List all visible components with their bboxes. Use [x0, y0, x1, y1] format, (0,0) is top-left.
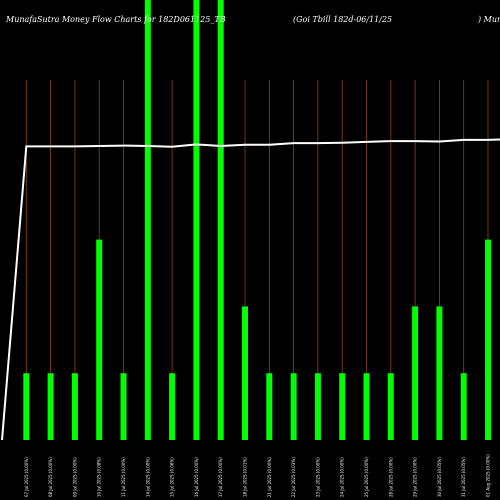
- bar: [314, 373, 321, 440]
- x-tick-label: 16 Jul 2025 (0.00%): [194, 457, 199, 497]
- bar: [193, 0, 200, 440]
- x-tick-label: 18 Jul 2025 (0.01%): [243, 457, 248, 497]
- x-tick-label: 14 Jul 2025 (0.00%): [145, 457, 150, 497]
- chart-title-right: ) Munafa: [477, 15, 500, 24]
- bar: [96, 239, 103, 440]
- bar: [47, 373, 54, 440]
- x-tick-label: 07 Jul 2025 (0.00%): [24, 457, 29, 497]
- bar: [217, 0, 224, 440]
- x-tick-label: 17 Jul 2025 (0.00%): [218, 457, 223, 497]
- bar: [460, 373, 467, 440]
- x-tick-label: 01 Aug 2025 (0.00%): [486, 454, 491, 497]
- bar-series: [23, 0, 491, 440]
- chart-title-left: MunafaSutra Money Flow Charts for 182D06…: [5, 15, 226, 24]
- bar: [339, 373, 346, 440]
- x-tick-label: 25 Jul 2025 (0.00%): [364, 457, 369, 497]
- x-tick-label: 21 Jul 2025 (0.00%): [267, 457, 272, 497]
- bar: [169, 373, 176, 440]
- x-tick-label: 23 Jul 2025 (0.00%): [315, 457, 320, 497]
- x-tick-label: 11 Jul 2025 (0.00%): [121, 457, 126, 497]
- bar: [485, 239, 491, 440]
- x-tick-label: 09 Jul 2025 (0.00%): [72, 457, 77, 497]
- bar: [387, 373, 394, 440]
- bar: [436, 306, 443, 440]
- x-axis-labels: 07 Jul 2025 (0.00%) 08 Jul 2025 (0.00%) 09…: [24, 454, 491, 497]
- x-tick-label: 28 Jul 2025 (0.00%): [388, 457, 393, 497]
- line-path: [1, 138, 500, 441]
- bar: [412, 306, 419, 440]
- bar: [120, 373, 127, 440]
- bar: [23, 373, 30, 440]
- x-tick-label: 24 Jul 2025 (0.00%): [340, 457, 345, 497]
- x-tick-label: 22 Jul 2025 (0.03%): [291, 457, 296, 497]
- x-tick-label: 08 Jul 2025 (0.00%): [48, 457, 53, 497]
- x-tick-label: 15 Jul 2025 (0.06%): [170, 457, 175, 497]
- x-tick-label: 31 Jul 2025 (0.05%): [461, 457, 466, 497]
- x-tick-label: 30 Jul 2025 (0.05%): [437, 457, 442, 497]
- bar: [290, 373, 297, 440]
- bar: [71, 373, 78, 440]
- bar: [363, 373, 370, 440]
- bar: [144, 0, 151, 440]
- bar: [266, 373, 273, 440]
- bar: [242, 306, 248, 440]
- chart-title-middle: (Goi Tbill 182d-06/11/25: [293, 15, 392, 24]
- x-tick-label: 10 Jul 2025 (0.08%): [97, 457, 102, 497]
- x-tick-label: 29 Jul 2025 (0.00%): [413, 457, 418, 497]
- line-series: [1, 138, 500, 441]
